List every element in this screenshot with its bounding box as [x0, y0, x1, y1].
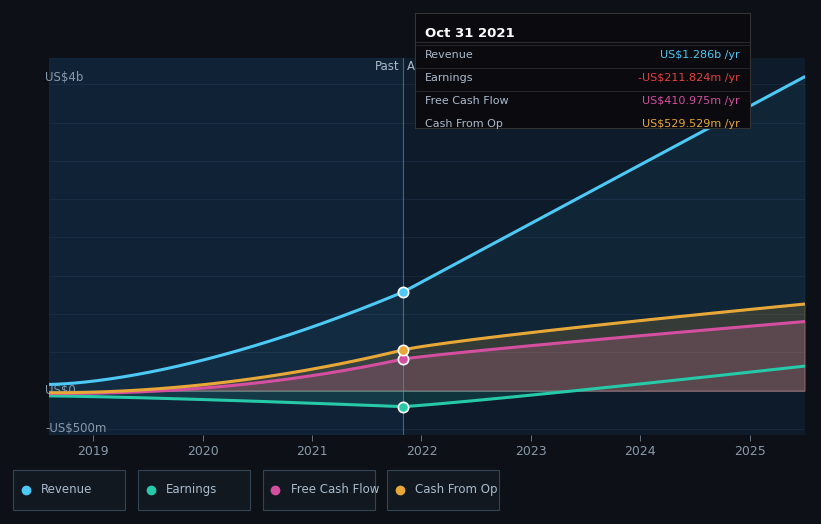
Text: -US$211.824m /yr: -US$211.824m /yr — [638, 73, 740, 83]
Text: Oct 31 2021: Oct 31 2021 — [424, 27, 514, 40]
Text: Earnings: Earnings — [424, 73, 473, 83]
Bar — [49, 58, 403, 435]
FancyBboxPatch shape — [138, 470, 250, 510]
Point — [397, 355, 410, 363]
Text: Free Cash Flow: Free Cash Flow — [291, 484, 379, 496]
Text: Cash From Op: Cash From Op — [424, 119, 502, 129]
Text: Past: Past — [374, 60, 399, 72]
Text: US$410.975m /yr: US$410.975m /yr — [642, 96, 740, 106]
Text: Revenue: Revenue — [41, 484, 93, 496]
Text: US$529.529m /yr: US$529.529m /yr — [642, 119, 740, 129]
Point — [397, 288, 410, 296]
Point — [397, 402, 410, 411]
Text: US$0: US$0 — [45, 384, 76, 397]
Point — [397, 346, 410, 354]
Text: US$1.286b /yr: US$1.286b /yr — [660, 50, 740, 60]
Text: Earnings: Earnings — [166, 484, 218, 496]
FancyBboxPatch shape — [388, 470, 499, 510]
Text: US$4b: US$4b — [45, 71, 84, 84]
Text: Cash From Op: Cash From Op — [415, 484, 498, 496]
FancyBboxPatch shape — [263, 470, 374, 510]
Text: Revenue: Revenue — [424, 50, 474, 60]
Text: Free Cash Flow: Free Cash Flow — [424, 96, 508, 106]
Text: Analysts Forecasts: Analysts Forecasts — [406, 60, 516, 72]
FancyBboxPatch shape — [13, 470, 126, 510]
Text: -US$500m: -US$500m — [45, 422, 107, 435]
